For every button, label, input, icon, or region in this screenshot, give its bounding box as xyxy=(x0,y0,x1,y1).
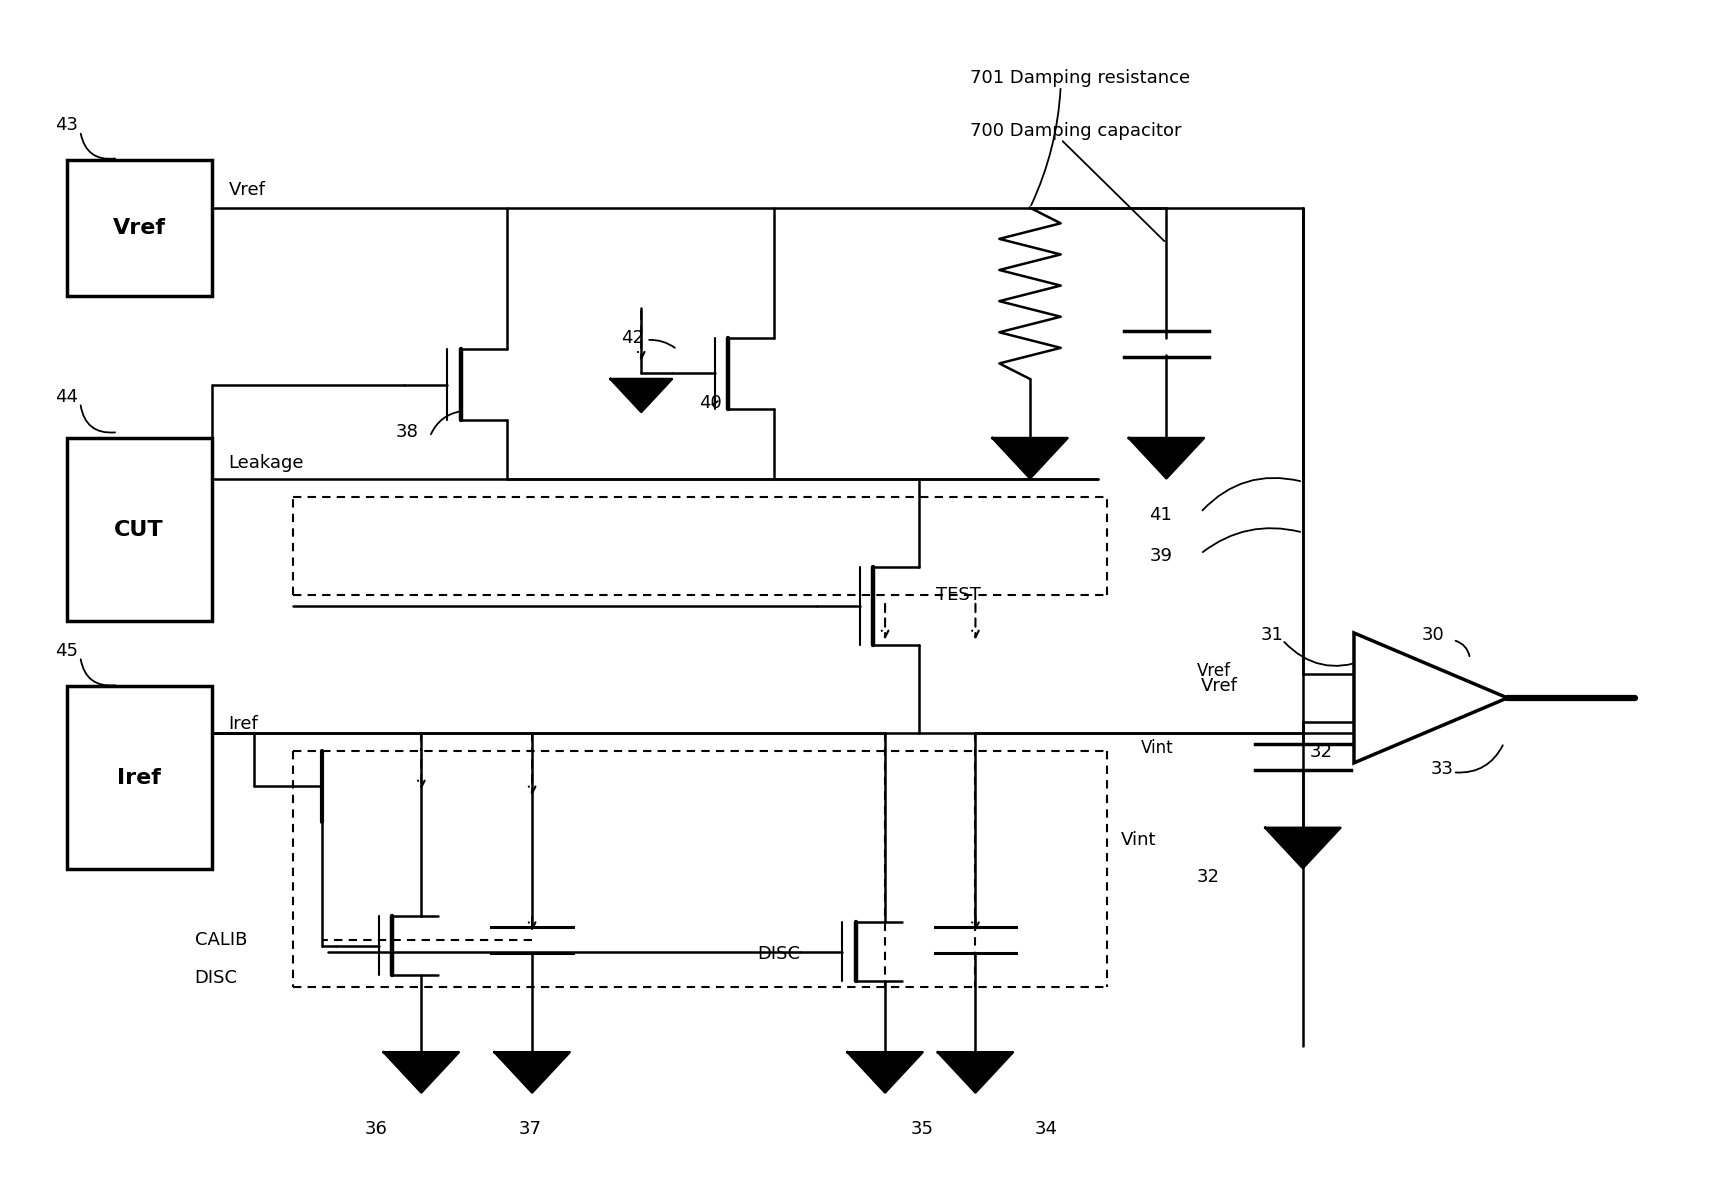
Text: CUT: CUT xyxy=(113,520,163,540)
Text: Vint: Vint xyxy=(1121,831,1155,848)
Polygon shape xyxy=(847,1053,923,1092)
Text: TEST: TEST xyxy=(937,586,982,605)
Text: 42: 42 xyxy=(621,329,645,347)
Text: Vref: Vref xyxy=(112,219,165,239)
Text: Vint: Vint xyxy=(1141,739,1174,756)
Text: 39: 39 xyxy=(1150,547,1172,565)
Polygon shape xyxy=(939,1053,1012,1092)
Polygon shape xyxy=(383,1053,459,1092)
Text: 41: 41 xyxy=(1150,505,1172,523)
Text: 35: 35 xyxy=(911,1120,933,1138)
Text: 32: 32 xyxy=(1310,743,1332,761)
Text: 38: 38 xyxy=(395,423,419,441)
Text: Vref: Vref xyxy=(1200,678,1238,695)
Text: 701 Damping resistance: 701 Damping resistance xyxy=(970,69,1191,87)
Text: 43: 43 xyxy=(55,116,77,134)
Text: CALIB: CALIB xyxy=(194,931,248,949)
Text: DISC: DISC xyxy=(756,945,799,963)
Bar xyxy=(67,160,211,296)
Polygon shape xyxy=(1355,633,1508,762)
Text: Iref: Iref xyxy=(229,715,258,733)
Polygon shape xyxy=(992,439,1067,478)
Bar xyxy=(67,686,211,869)
Text: 44: 44 xyxy=(55,387,77,406)
Text: Leakage: Leakage xyxy=(229,454,304,472)
Text: 31: 31 xyxy=(1260,626,1282,644)
Text: 40: 40 xyxy=(700,393,722,411)
Text: 30: 30 xyxy=(1422,626,1446,644)
Text: Vref: Vref xyxy=(229,180,265,200)
Text: 37: 37 xyxy=(519,1120,541,1138)
Polygon shape xyxy=(1265,828,1341,868)
Text: 34: 34 xyxy=(1035,1120,1059,1138)
Text: 700 Damping capacitor: 700 Damping capacitor xyxy=(970,122,1183,140)
Polygon shape xyxy=(1129,439,1203,478)
Text: DISC: DISC xyxy=(194,969,237,987)
Bar xyxy=(67,439,211,621)
Text: Iref: Iref xyxy=(117,767,162,788)
Text: 32: 32 xyxy=(1196,869,1220,887)
Text: 33: 33 xyxy=(1430,760,1454,778)
Text: Vref: Vref xyxy=(1196,662,1231,680)
Text: 36: 36 xyxy=(364,1120,388,1138)
Text: 45: 45 xyxy=(55,642,77,660)
Polygon shape xyxy=(610,379,672,412)
Polygon shape xyxy=(495,1053,569,1092)
